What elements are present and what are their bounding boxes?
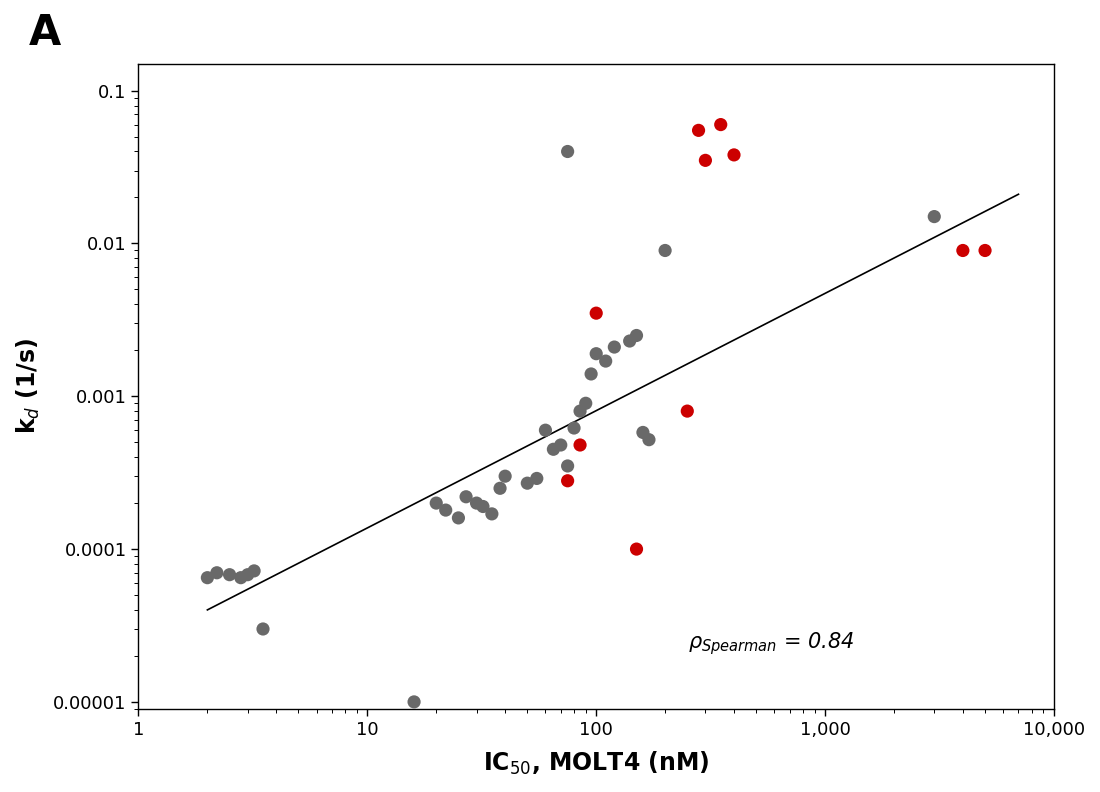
- Point: [458, 490, 475, 503]
- Point: [620, 335, 638, 348]
- Text: A: A: [29, 12, 60, 54]
- Point: [696, 154, 714, 166]
- Point: [628, 543, 646, 555]
- Point: [483, 508, 500, 520]
- Point: [450, 512, 468, 524]
- Point: [528, 472, 546, 485]
- Point: [199, 571, 217, 584]
- Point: [925, 210, 943, 223]
- Point: [559, 474, 576, 487]
- Point: [634, 426, 651, 439]
- Point: [954, 244, 971, 257]
- Point: [559, 145, 576, 158]
- Point: [254, 623, 272, 635]
- Text: $\rho_{\mathregular{Spearman}}$ = 0.84: $\rho_{\mathregular{Spearman}}$ = 0.84: [688, 630, 854, 657]
- Point: [537, 424, 554, 436]
- Point: [565, 421, 583, 434]
- Point: [232, 571, 250, 584]
- Point: [657, 244, 674, 257]
- Point: [712, 118, 729, 131]
- Point: [518, 477, 536, 489]
- Point: [468, 497, 485, 509]
- Point: [221, 569, 239, 581]
- Point: [582, 367, 600, 380]
- Point: [976, 244, 993, 257]
- Point: [576, 397, 594, 409]
- Point: [544, 443, 562, 455]
- Point: [725, 149, 742, 162]
- Point: [679, 405, 696, 417]
- Point: [405, 695, 422, 708]
- Point: [559, 459, 576, 472]
- Point: [208, 566, 226, 579]
- Point: [640, 433, 658, 446]
- Point: [474, 501, 492, 513]
- Point: [628, 329, 646, 342]
- Point: [587, 348, 605, 360]
- Point: [605, 341, 623, 353]
- Point: [492, 482, 509, 495]
- Point: [690, 124, 707, 137]
- Point: [239, 569, 256, 581]
- Point: [428, 497, 446, 509]
- Point: [571, 405, 588, 417]
- Point: [552, 439, 570, 451]
- Point: [587, 307, 605, 319]
- Y-axis label: k$_{d}$ (1/s): k$_{d}$ (1/s): [15, 338, 42, 434]
- Point: [496, 470, 514, 482]
- Point: [571, 439, 588, 451]
- Point: [437, 504, 454, 516]
- Point: [245, 565, 263, 577]
- X-axis label: IC$_{50}$, MOLT4 (nM): IC$_{50}$, MOLT4 (nM): [483, 750, 710, 777]
- Point: [597, 355, 615, 367]
